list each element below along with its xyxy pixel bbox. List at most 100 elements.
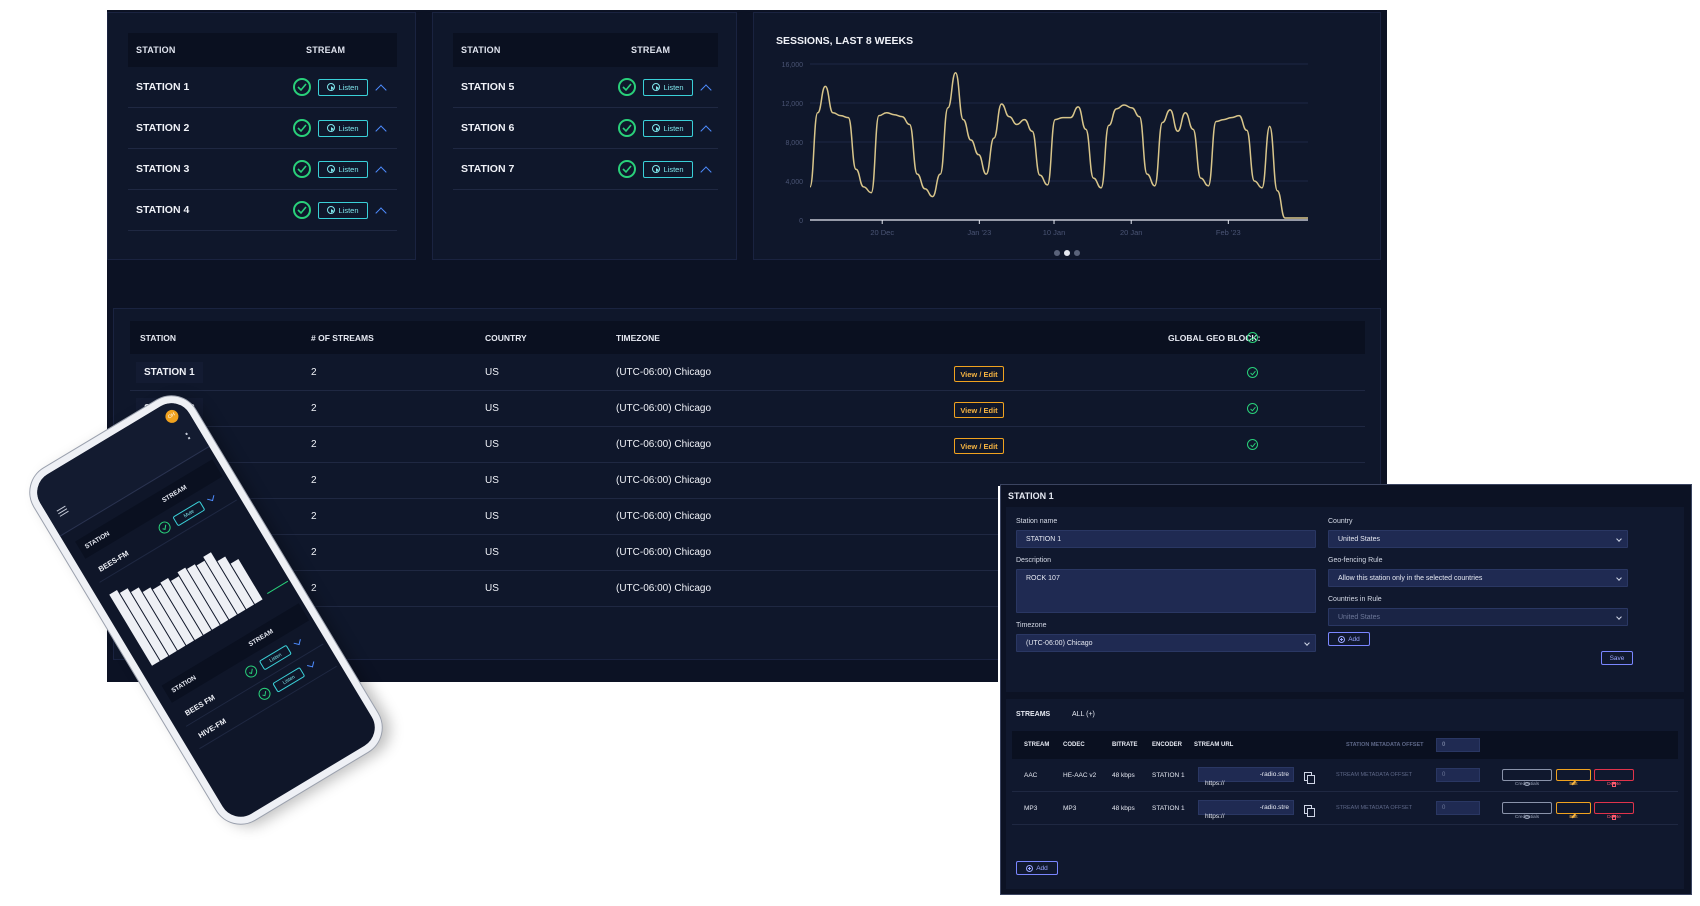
hamburger-menu-icon[interactable] (56, 505, 69, 517)
chevron-down-icon[interactable] (207, 493, 215, 502)
sessions-chart-card: SESSIONS, LAST 8 WEEKS 0 4,000 8,000 12,000… (753, 12, 1381, 260)
encoder-cell: STATION 1 (1152, 772, 1185, 779)
table-row: 2 US (UTC-06:00) Chicago View / Edit (130, 427, 1365, 463)
credentials-button[interactable]: Credentials (1502, 769, 1552, 787)
dashboard: STATION STREAM STATION 1 Listen STATION 2 L… (107, 10, 1387, 682)
copy-icon[interactable] (1304, 772, 1315, 784)
bitrate-cell: 48 kbps (1112, 805, 1135, 812)
station-name-field[interactable]: STATION 1 (1016, 530, 1316, 548)
table-row: 2 US (UTC-06:00) Chicago (130, 463, 1365, 499)
carousel-dot[interactable] (1074, 250, 1080, 256)
station-cell: STATION 1 (136, 362, 203, 383)
listen-label: Listen (338, 123, 359, 133)
status-check-icon (242, 663, 260, 680)
stream-metadata-offset-field[interactable]: 0 (1436, 768, 1480, 782)
listen-button[interactable]: Listen (318, 78, 368, 96)
view-edit-button[interactable]: View / Edit (954, 438, 1004, 454)
listen-button[interactable]: Listen (318, 119, 368, 137)
chevron-down-icon[interactable] (307, 660, 315, 668)
delete-stream-button[interactable]: Delete (1594, 769, 1634, 787)
eye-icon (1524, 815, 1530, 819)
listen-button[interactable]: Listen (272, 666, 306, 693)
chevron-down-icon (1616, 536, 1622, 542)
station-name: STATION 1 (136, 81, 190, 93)
more-options-icon[interactable] (185, 432, 191, 440)
mute-button[interactable]: Mute (172, 500, 206, 527)
listen-button[interactable]: Listen (643, 160, 693, 178)
y-tick-label: 4,000 (785, 179, 803, 186)
chevron-up-icon[interactable] (700, 124, 712, 137)
carousel-dot[interactable] (1064, 250, 1070, 256)
copy-icon[interactable] (1304, 805, 1315, 817)
bitrate-cell: 48 kbps (1112, 772, 1135, 779)
edit-stream-button[interactable]: Edit (1556, 802, 1591, 820)
description-field[interactable]: ROCK 107 (1016, 569, 1316, 613)
countries-rule-select[interactable]: United States (1328, 608, 1628, 626)
add-country-button[interactable]: Add (1328, 632, 1370, 646)
listen-button[interactable]: Listen (318, 201, 368, 219)
sessions-chart: 0 4,000 8,000 12,000 16,000 20 Dec Jan '23 10 J… (782, 62, 1308, 237)
delete-stream-button[interactable]: Delete (1594, 802, 1634, 820)
geo-block-check-icon[interactable] (1247, 403, 1258, 414)
stream-metadata-offset-field[interactable]: 0 (1436, 801, 1480, 815)
phone-chart-line (267, 580, 289, 595)
geo-rule-select[interactable]: Allow this station only in the selected … (1328, 569, 1628, 587)
station-metadata-offset-field[interactable]: 0 (1436, 738, 1480, 752)
tab-all[interactable]: ALL (+) (1072, 711, 1095, 718)
stream-url-field[interactable]: https:// -radio.stre (1198, 767, 1294, 787)
country-select[interactable]: United States (1328, 530, 1628, 548)
view-edit-button[interactable]: View / Edit (954, 402, 1004, 418)
x-tick-label: 20 Jan (1120, 228, 1143, 237)
timezone-cell: (UTC-06:00) Chicago (616, 439, 712, 450)
credentials-button[interactable]: Credentials (1502, 802, 1552, 820)
station-card-right: STATION STREAM STATION 5 Listen STATION 6 L… (432, 12, 737, 260)
chevron-up-icon[interactable] (375, 206, 387, 219)
add-icon (1026, 864, 1034, 872)
table-row: 2 US (UTC-06:00) Chicago (130, 499, 1365, 535)
save-button[interactable]: Save (1601, 651, 1633, 665)
geo-block-check-icon (1247, 332, 1258, 343)
country-cell: US (485, 511, 499, 522)
col-codec: CODEC (1063, 742, 1085, 748)
listen-button[interactable]: Listen (318, 160, 368, 178)
add-icon (1338, 635, 1346, 643)
tab-streams[interactable]: STREAMS (1016, 711, 1051, 718)
timezone-cell: (UTC-06:00) Chicago (616, 403, 712, 414)
chevron-up-icon[interactable] (375, 165, 387, 178)
table-row: 2 US (UTC-06:00) Chicago (130, 571, 1365, 607)
y-tick-label: 12,000 (782, 101, 804, 108)
station-name: STATION 2 (136, 122, 190, 134)
geo-block-check-icon[interactable] (1247, 367, 1258, 378)
station-name-label: Station name (1016, 518, 1058, 525)
station-card-header: STATION STREAM (453, 33, 718, 67)
listen-label: Listen (338, 82, 359, 92)
phone-screen: OH STATION STREAM BEES-FM Mute STATION S… (19, 385, 393, 835)
carousel-dots[interactable] (754, 250, 1380, 256)
table-row: 2 US (UTC-06:00) Chicago (130, 535, 1365, 571)
edit-stream-button[interactable]: Edit (1556, 769, 1591, 787)
chevron-up-icon[interactable] (700, 165, 712, 178)
timezone-select[interactable]: (UTC-06:00) Chicago (1016, 634, 1316, 652)
stream-url-field[interactable]: https:// -radio.stre (1198, 800, 1294, 820)
listen-button[interactable]: Listen (643, 119, 693, 137)
carousel-dot[interactable] (1054, 250, 1060, 256)
y-tick-label: 8,000 (785, 140, 803, 147)
chevron-up-icon[interactable] (375, 83, 387, 96)
streams-cell: 2 (311, 583, 317, 594)
phone-station-row: BEES FM Listen (172, 622, 324, 727)
listen-button[interactable]: Listen (643, 78, 693, 96)
listen-label: Listen (338, 205, 359, 215)
chevron-up-icon[interactable] (375, 124, 387, 137)
chevron-up-icon[interactable] (700, 83, 712, 96)
geo-block-check-icon[interactable] (1247, 439, 1258, 450)
add-stream-button[interactable]: Add (1016, 861, 1058, 875)
avatar[interactable]: OH (163, 407, 181, 426)
chevron-down-icon[interactable] (293, 637, 301, 646)
col-timezone: TIMEZONE (616, 333, 660, 343)
stream-metadata-offset-label: STREAM METADATA OFFSET (1336, 772, 1413, 778)
view-edit-button[interactable]: View / Edit (954, 366, 1004, 382)
timezone-cell: (UTC-06:00) Chicago (616, 511, 712, 522)
play-icon (327, 206, 336, 214)
timezone-cell: (UTC-06:00) Chicago (616, 367, 712, 378)
station-name: STATION 3 (136, 163, 190, 175)
